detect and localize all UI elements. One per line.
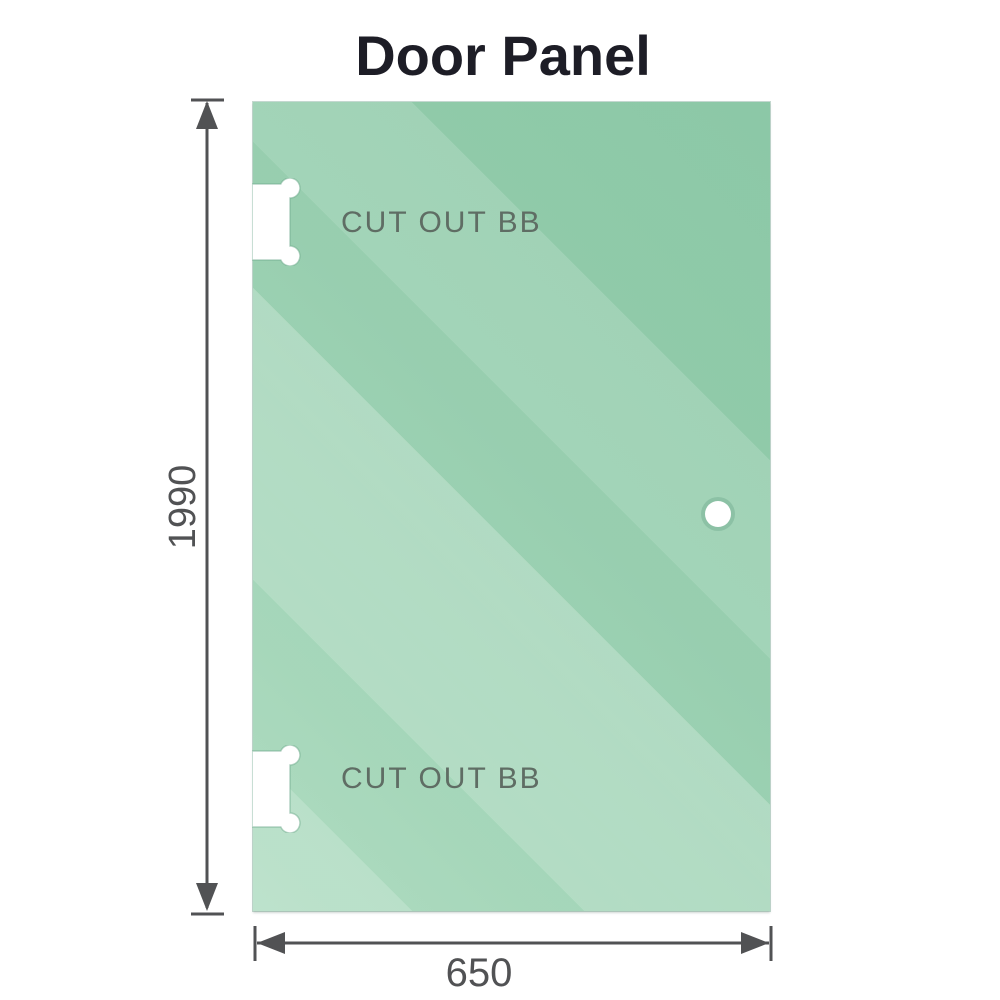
width-dimension-arrow-icon <box>253 926 773 961</box>
height-dimension-label: 1990 <box>162 464 204 550</box>
glass-panel: CUT OUT BB CUT OUT BB <box>252 101 771 912</box>
cutout-label-bottom: CUT OUT BB <box>341 762 542 795</box>
page-title: Door Panel <box>355 24 651 87</box>
cutout-label-top: CUT OUT BB <box>341 206 542 239</box>
height-dimension-arrow-icon <box>191 98 224 916</box>
width-dimension-label: 650 <box>445 951 513 995</box>
hinge-cutout-top-icon <box>252 178 301 266</box>
hinge-cutout-bottom-icon <box>252 745 301 833</box>
handle-hole-icon <box>705 501 731 527</box>
